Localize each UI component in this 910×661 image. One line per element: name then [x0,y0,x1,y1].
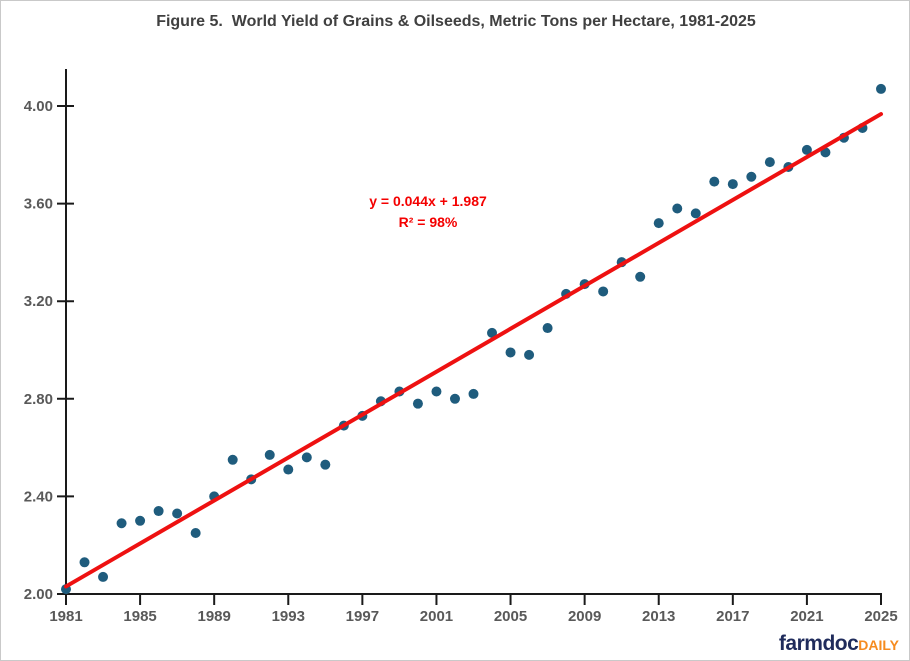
data-point [264,449,275,460]
data-point [301,452,312,463]
x-tick-label: 2017 [716,608,749,625]
data-point [135,515,146,526]
data-point [635,271,646,282]
r-squared-label: R² = 98% [398,214,458,230]
y-tick-label: 2.80 [24,391,53,408]
data-point [709,176,720,187]
x-tick-label: 2009 [568,608,601,625]
x-tick-label: 1997 [346,608,379,625]
data-point [876,83,886,94]
data-point [153,506,164,517]
data-point [431,386,442,397]
trend-equation-label: y = 0.044x + 1.987 [369,193,487,209]
x-tick-label: 2021 [790,608,823,625]
y-tick-label: 4.00 [24,98,53,115]
data-point [412,398,423,409]
data-point [653,218,664,229]
y-tick-label: 3.20 [24,293,53,310]
data-point [320,459,331,470]
data-point [746,171,757,182]
data-point [672,203,683,214]
x-tick-label: 2025 [864,608,897,625]
data-point [468,388,479,399]
farmdoc-daily-logo: farmdocDAILY [779,632,899,656]
data-point [487,327,498,338]
x-tick-label: 2005 [494,608,527,625]
chart-title: Figure 5. World Yield of Grains & Oilsee… [156,13,756,30]
data-point [801,144,812,155]
x-tick-label: 1985 [123,608,156,625]
logo-daily-text: DAILY [858,637,899,653]
trend-line [64,112,883,589]
x-tick-label: 2013 [642,608,675,625]
data-point [98,571,109,582]
data-point [764,157,775,168]
data-point [227,454,238,465]
data-point [190,528,201,538]
data-point [690,208,701,219]
data-point [542,323,553,334]
y-tick-label: 3.60 [24,196,53,213]
trendline-annotation: y = 0.044x + 1.987 R² = 98% [328,191,528,233]
y-tick-label: 2.00 [24,586,53,603]
y-tick-label: 2.40 [24,488,53,505]
x-tick-label: 1989 [197,608,230,625]
data-point [172,508,183,519]
data-point [505,347,516,358]
data-point [79,557,90,568]
data-point [598,286,609,297]
data-point [116,518,127,529]
x-tick-label: 1981 [49,608,82,625]
data-point [727,179,738,190]
data-point [524,349,535,360]
data-point [283,464,294,475]
x-tick-label: 1993 [272,608,305,625]
logo-farmdoc-text: farmdoc [778,632,859,655]
x-tick-label: 2001 [420,608,453,625]
data-point [449,393,460,404]
